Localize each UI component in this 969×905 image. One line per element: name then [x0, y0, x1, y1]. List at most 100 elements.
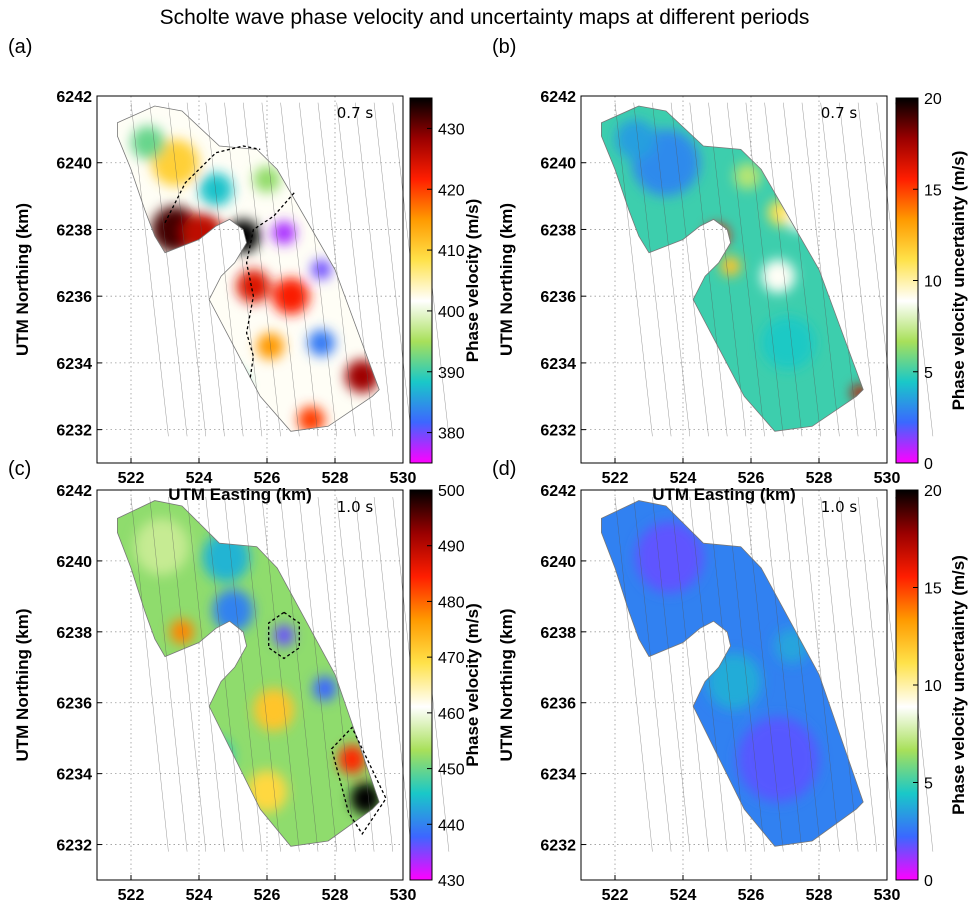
survey-track-line	[261, 102, 300, 437]
survey-track-line	[652, 102, 691, 437]
heatmap-anomaly	[253, 166, 281, 193]
colorbar-tick-label: 0	[924, 456, 933, 473]
survey-track-line	[149, 102, 188, 437]
heatmap-anomaly	[761, 316, 816, 370]
x-tick-label: 524	[186, 470, 213, 487]
panel-label: (d)	[492, 458, 517, 480]
x-tick-label: 522	[118, 470, 145, 487]
survey-track-line	[783, 102, 821, 437]
survey-track-line	[670, 102, 709, 437]
survey-track-line	[783, 497, 821, 852]
y-tick-label: 6238	[540, 222, 576, 239]
survey-track-line	[633, 497, 672, 852]
x-tick-label: 524	[670, 470, 697, 487]
x-tick-label: 524	[186, 887, 213, 904]
heatmap-anomaly	[212, 589, 254, 632]
survey-track-line	[355, 102, 394, 437]
survey-track-line	[839, 497, 878, 852]
survey-track-line	[280, 102, 319, 437]
heatmap-anomaly	[170, 619, 194, 645]
heatmap-anomaly	[761, 259, 796, 293]
survey-track-line	[708, 497, 747, 852]
panel-b-uncertainty-0p7s: (b) 522 524 526 528 530 6232 6234 6236 6238 6240 62…	[484, 36, 968, 504]
heatmap-anomaly	[350, 782, 380, 815]
x-tick-label: 530	[390, 887, 417, 904]
colorbar-tick-label: 10	[924, 274, 942, 291]
heatmap-anomaly	[297, 406, 325, 432]
heatmap-anomaly	[734, 162, 762, 190]
survey-track-line	[205, 102, 244, 437]
heatmap-background	[117, 500, 380, 847]
heatmap-anomaly	[272, 277, 310, 315]
heatmap-anomaly	[720, 256, 741, 277]
y-tick-label: 6242	[540, 89, 576, 106]
survey-outline	[117, 105, 380, 432]
colorbar-tick-label: 5	[924, 365, 933, 382]
colorbar-label: Phase velocity uncertainty (m/s)	[949, 555, 968, 815]
y-axis-label: UTM Northing (km)	[13, 203, 32, 356]
colorbar-label: Phase velocity uncertainty (m/s)	[949, 151, 968, 411]
x-tick-label: 528	[806, 887, 833, 904]
survey-track-line	[130, 102, 169, 437]
y-tick-label: 6234	[56, 356, 92, 373]
colorbar-tick-label: 390	[438, 365, 465, 382]
survey-outline	[601, 105, 864, 432]
dashed-annotation	[268, 611, 300, 660]
axes-frame	[96, 95, 404, 464]
y-tick-label: 6232	[540, 838, 576, 855]
survey-track-line	[168, 102, 207, 437]
heatmap-anomaly	[205, 366, 247, 407]
colorbar-tick-label: 490	[438, 539, 465, 556]
colorbar-tick-label: 480	[438, 594, 465, 611]
colorbar-tick-label: 460	[438, 706, 465, 723]
colorbar-tick-label: 470	[438, 650, 465, 667]
y-tick-label: 6236	[56, 289, 92, 306]
colorbar-tick-label: 5	[924, 776, 933, 793]
period-label: 1.0 s	[337, 498, 374, 516]
y-axis-label: UTM Northing (km)	[497, 609, 516, 762]
y-tick-label: 6240	[540, 156, 576, 173]
survey-track-line	[205, 497, 244, 852]
dashed-annotation	[164, 145, 261, 224]
survey-track-line	[280, 497, 319, 852]
heatmap-anomaly	[134, 518, 189, 576]
heatmap-anomaly	[236, 269, 271, 303]
survey-track-line	[670, 497, 709, 852]
survey-track-line	[614, 497, 653, 852]
map-chart: 522 524 526 528 530 6232 6234 6236 6238 6240 6242 U…	[13, 483, 482, 905]
survey-outline	[117, 500, 380, 847]
survey-track-line	[820, 102, 859, 437]
survey-track-line	[336, 497, 375, 852]
survey-track-line	[614, 102, 653, 437]
heatmap-anomaly	[253, 688, 295, 732]
colorbar-tick-label: 400	[438, 304, 465, 321]
heatmap-anomaly	[182, 212, 223, 253]
heatmap-anomaly	[199, 172, 233, 207]
survey-track-line	[633, 102, 672, 437]
axes-frame	[580, 489, 888, 881]
x-tick-label: 522	[118, 887, 145, 904]
survey-track-line	[745, 102, 784, 437]
survey-track-line	[764, 497, 803, 852]
y-axis-label: UTM Northing (km)	[13, 609, 32, 762]
survey-track-line	[149, 497, 188, 852]
heatmap-anomaly	[338, 745, 366, 774]
panel-label: (c)	[8, 458, 32, 480]
colorbar-tick-label: 440	[438, 817, 465, 834]
survey-track-line	[839, 102, 878, 437]
survey-track-line	[801, 497, 840, 852]
x-tick-label: 526	[254, 470, 281, 487]
colorbar-tick-label: 20	[924, 483, 942, 500]
y-tick-label: 6236	[540, 696, 576, 713]
survey-track-line	[299, 102, 337, 437]
y-tick-label: 6238	[56, 625, 92, 642]
survey-track-line	[224, 497, 263, 852]
survey-track-line	[652, 497, 691, 852]
y-tick-label: 6234	[540, 767, 576, 784]
colorbar-tick-label: 450	[438, 762, 465, 779]
survey-track-line	[186, 102, 225, 437]
survey-track-line	[689, 102, 728, 437]
map-chart: 522 524 526 528 530 6232 6234 6236 6238 6240 6242 U…	[13, 89, 482, 504]
colorbar-tick-label: 15	[924, 581, 942, 598]
y-tick-label: 6234	[56, 767, 92, 784]
